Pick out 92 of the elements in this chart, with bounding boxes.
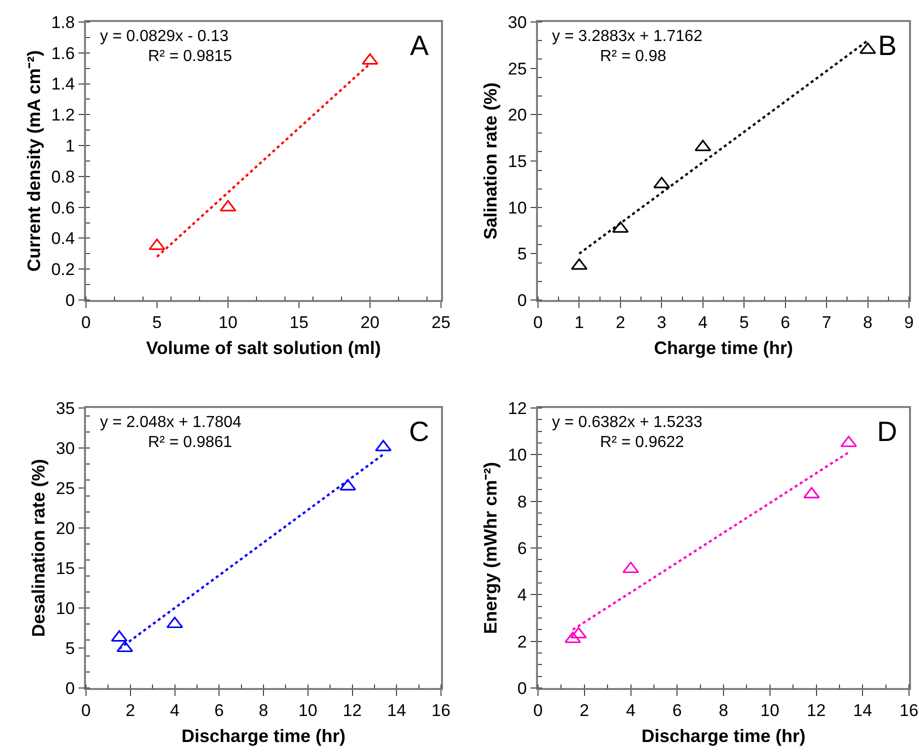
point [375, 440, 392, 452]
y-tick-label: 1.6 [51, 44, 75, 63]
annotation: C [409, 416, 430, 447]
y-tick-label: 25 [56, 478, 75, 498]
x-tick-label: 2 [580, 701, 590, 720]
x-axis-title: Charge time (hr) [654, 338, 794, 358]
y-tick-label: 25 [508, 59, 527, 78]
y-tick-label: 1.2 [51, 106, 75, 125]
annotation: B [878, 30, 897, 61]
y-tick-label: 15 [508, 152, 527, 171]
y-axis-title: Desalination rate (%) [28, 458, 49, 638]
x-tick-label: 1 [574, 313, 584, 332]
x-tick-label: 25 [432, 313, 450, 332]
x-tick-label: 10 [298, 701, 318, 720]
x-tick-label: 8 [258, 701, 268, 720]
point [694, 140, 712, 152]
point [612, 221, 629, 233]
x-tick-label: 4 [170, 701, 180, 720]
x-tick-label: 4 [698, 313, 708, 332]
y-tick-label: 0.8 [51, 167, 75, 186]
x-tick-label: 7 [822, 313, 832, 332]
x-tick-label: 2 [126, 701, 136, 720]
x-tick-label: 5 [739, 313, 749, 332]
y-axis-title: Current density (mA cm⁻²) [24, 50, 44, 272]
x-tick-label: 2 [616, 313, 626, 332]
annotation: R² = 0.9861 [148, 434, 232, 451]
annotation: y = 2.048x + 1.7804 [100, 414, 242, 431]
annotation: R² = 0.9622 [600, 434, 684, 451]
y-tick-label: 0 [65, 290, 75, 310]
annotation: A [410, 30, 429, 61]
x-tick-label: 12 [806, 701, 826, 720]
x-axis-title: Discharge time (hr) [641, 726, 806, 746]
x-tick-label: 0 [81, 313, 91, 332]
annotation: y = 0.6382x + 1.5233 [552, 414, 702, 431]
y-tick-label: 0 [65, 678, 75, 698]
x-tick-label: 0 [533, 313, 543, 332]
y-tick-label: 0.6 [51, 198, 75, 218]
y-tick-label: 30 [508, 12, 527, 32]
x-tick-label: 0 [81, 701, 91, 720]
y-tick-label: 20 [508, 106, 527, 125]
x-tick-label: 16 [432, 701, 450, 720]
point [653, 176, 670, 188]
x-tick-label: 8 [718, 701, 728, 720]
y-tick-label: 0 [517, 290, 527, 310]
x-axis-title: Volume of salt solution (ml) [146, 338, 381, 358]
y-tick-label: 6 [517, 538, 527, 558]
annotation: y = 0.0829x - 0.13 [100, 28, 229, 45]
y-tick-label: 20 [56, 518, 75, 538]
annotation: R² = 0.98 [600, 48, 666, 65]
y-tick-label: 10 [508, 198, 527, 218]
y-axis-title: Salination rate (%) [480, 82, 501, 240]
y-tick-label: 1 [65, 136, 75, 156]
y-tick-label: 10 [56, 598, 75, 618]
y-tick-label: 0 [517, 678, 527, 698]
x-tick-label: 20 [360, 313, 380, 332]
annotation: R² = 0.9815 [148, 48, 232, 65]
x-tick-label: 12 [342, 701, 362, 720]
y-tick-label: 4 [517, 586, 527, 605]
x-tick-label: 6 [214, 701, 224, 720]
y-tick-label: 12 [508, 398, 527, 418]
y-tick-label: 0.4 [51, 229, 75, 248]
x-tick-label: 9 [904, 313, 914, 332]
y-tick-label: 10 [508, 446, 527, 465]
y-tick-label: 1.8 [51, 12, 75, 32]
x-tick-label: 6 [672, 701, 682, 720]
x-tick-label: 14 [387, 701, 406, 720]
y-tick-label: 2 [517, 632, 527, 652]
y-tick-label: 1.4 [51, 74, 75, 94]
point [362, 53, 378, 65]
x-axis-title: Discharge time (hr) [181, 726, 346, 746]
x-tick-label: 10 [760, 701, 780, 720]
y-tick-label: 30 [56, 438, 75, 458]
x-tick-label: 10 [218, 313, 238, 332]
x-tick-label: 15 [290, 313, 308, 332]
y-axis-title: Energy (mWhr cm⁻²) [480, 462, 501, 634]
y-tick-label: 5 [65, 638, 75, 658]
y-tick-label: 35 [56, 398, 75, 418]
y-tick-label: 8 [517, 492, 527, 512]
y-tick-label: 5 [517, 244, 527, 264]
x-tick-label: 16 [900, 701, 918, 720]
x-tick-label: 3 [656, 313, 666, 332]
y-tick-label: 0.2 [51, 260, 75, 280]
point [116, 640, 134, 652]
x-tick-label: 5 [152, 313, 162, 332]
x-tick-label: 4 [626, 701, 636, 720]
x-tick-label: 8 [863, 313, 873, 332]
annotation: y = 3.2883x + 1.7162 [552, 28, 702, 45]
x-tick-label: 14 [853, 701, 872, 720]
x-tick-label: 6 [780, 313, 790, 332]
y-tick-label: 15 [56, 558, 75, 578]
annotation: D [877, 416, 898, 447]
x-tick-label: 0 [533, 701, 543, 720]
